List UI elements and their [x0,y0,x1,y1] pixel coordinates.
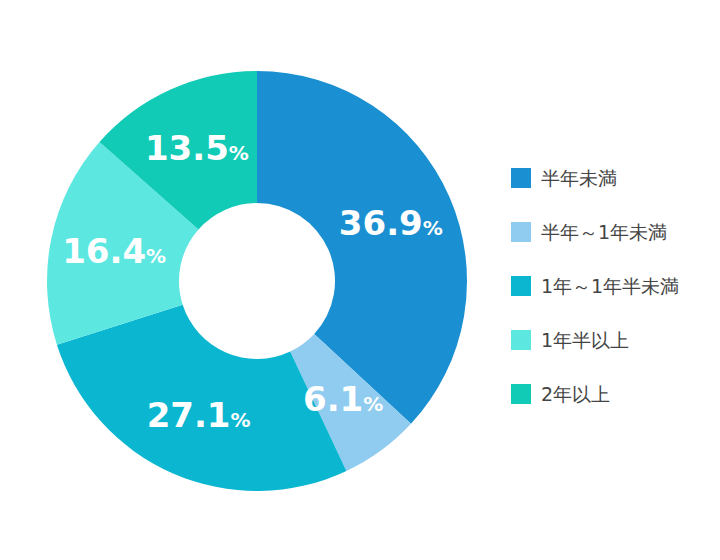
slices [47,71,467,491]
legend-label: 1年半以上 [541,329,629,351]
data-label: 16.4% [62,231,166,271]
data-label: 6.1% [303,379,383,419]
data-label: 13.5% [145,128,249,168]
data-label: 27.1% [147,395,251,435]
legend-label: 1年～1年半未満 [541,275,679,297]
legend-swatch [511,330,531,350]
legend-swatch [511,222,531,242]
slice [99,71,257,229]
legend-swatch [511,276,531,296]
data-label: 36.9% [339,203,443,243]
chart-root: 36.9% 6.1% 27.1% 16.4% 13.5% 半年未満半年～1年未満 1年～1年… [0,0,720,560]
legend: 半年未満半年～1年未満 1年～1年半未満 1年半以上 2年以上 [511,167,679,405]
legend-label: 半年～1年未満 [541,221,667,243]
legend-swatch [511,384,531,404]
data-labels: 36.9% 6.1% 27.1% 16.4% 13.5% [62,128,443,435]
legend-swatch [511,168,531,188]
legend-label: 半年未満 [541,167,617,189]
legend-label: 2年以上 [541,383,610,405]
